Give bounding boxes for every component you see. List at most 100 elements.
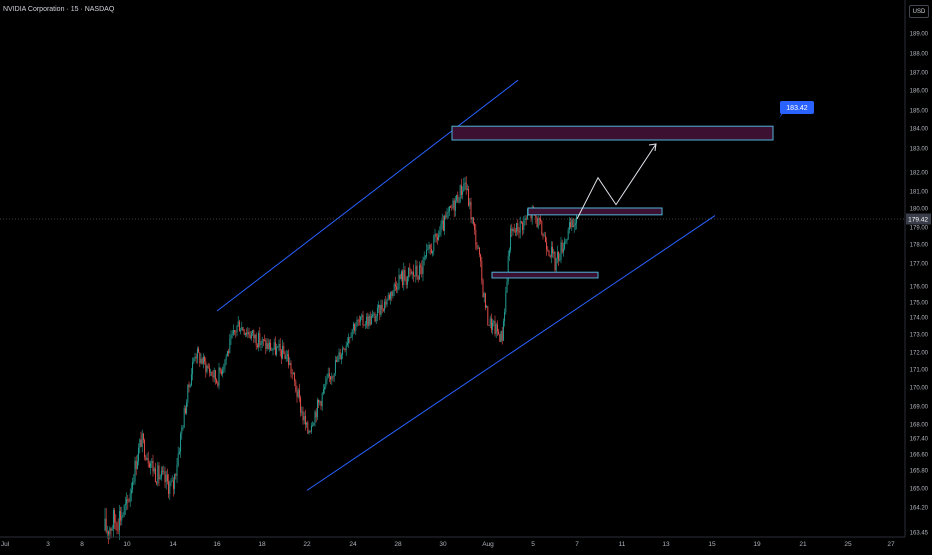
candle-body <box>134 460 136 482</box>
candle-body <box>448 206 450 212</box>
price-tick-label: 188.00 <box>910 52 929 58</box>
candle-body <box>488 325 490 326</box>
candle-body <box>304 415 306 425</box>
candle-body <box>178 451 180 454</box>
candle-body <box>153 468 155 472</box>
candle-body <box>536 217 538 228</box>
candle-body <box>229 339 231 353</box>
candle-body <box>565 240 567 242</box>
candle-body <box>460 185 462 195</box>
candle-body <box>159 477 161 480</box>
time-tick-label: 7 <box>575 541 579 548</box>
callout-box <box>780 101 814 114</box>
candle-body <box>303 415 305 421</box>
candle-body <box>318 399 320 403</box>
candle-body <box>217 382 219 386</box>
candle-body <box>315 411 317 418</box>
candle-body <box>542 234 544 237</box>
candle-body <box>145 457 147 460</box>
candle-body <box>284 353 286 359</box>
candle-body <box>568 222 570 230</box>
candle-body <box>554 251 556 271</box>
candle-body <box>268 342 270 349</box>
candle-body <box>193 358 195 363</box>
candle-body <box>547 249 549 251</box>
candle-body <box>511 228 513 232</box>
candle-body <box>373 313 375 315</box>
symbol-title[interactable]: NVIDIA Corporation · 15 · NASDAQ <box>3 6 115 13</box>
price-tick-label: 173.00 <box>910 333 929 339</box>
candle-body <box>574 223 576 225</box>
candle-body <box>423 257 425 261</box>
candle-body <box>136 461 138 469</box>
candle-body <box>525 218 527 220</box>
price-tick-label: 177.00 <box>910 262 929 268</box>
candle-body <box>570 222 572 228</box>
candle-body <box>294 373 296 382</box>
candle-body <box>325 380 327 388</box>
candle-body <box>544 235 546 243</box>
currency-button[interactable]: USD <box>909 5 929 18</box>
candle-body <box>458 201 460 203</box>
candle-body <box>314 411 316 424</box>
candle-body <box>181 427 183 434</box>
candle-body <box>456 194 458 201</box>
candle-body <box>207 365 209 369</box>
candle-body <box>424 256 426 258</box>
candle-body <box>312 425 314 427</box>
candle-body <box>295 381 297 392</box>
candle-body <box>291 373 293 375</box>
projection-path <box>576 143 657 220</box>
candle-body <box>519 221 521 233</box>
candle-body <box>265 340 267 349</box>
candle-body <box>343 348 345 350</box>
price-tick-label: 166.60 <box>910 453 929 459</box>
time-tick-label: 28 <box>394 541 402 548</box>
candle-body <box>116 523 118 531</box>
candle-body <box>567 229 569 239</box>
candle-body <box>194 356 196 359</box>
candle-body <box>378 305 380 309</box>
candle-body <box>499 334 501 342</box>
candle-body <box>276 347 278 355</box>
candle-body <box>232 330 234 335</box>
candle-body <box>435 233 437 238</box>
candle-body <box>513 229 515 232</box>
current-price-label: 179.42 <box>908 217 928 224</box>
candle-body <box>520 221 522 223</box>
time-tick-label: 25 <box>844 541 852 548</box>
candle-body <box>549 255 551 257</box>
candle-body <box>306 422 308 425</box>
candle-body <box>190 374 192 386</box>
candle-body <box>333 373 335 377</box>
candle-body <box>270 342 272 351</box>
candle-body <box>169 483 171 495</box>
candle-body <box>415 265 417 277</box>
candle-body <box>399 275 401 280</box>
candle-body <box>561 242 563 253</box>
candle-body <box>490 318 492 330</box>
candle-body <box>516 223 518 232</box>
candle-body <box>348 337 350 343</box>
candle-body <box>230 335 232 340</box>
candle-body <box>282 345 284 359</box>
candle-body <box>346 342 348 345</box>
candle-body <box>133 481 135 483</box>
candle-body <box>498 331 500 335</box>
candle-body <box>242 327 244 331</box>
candle-body <box>192 362 194 375</box>
candle-body <box>283 345 285 354</box>
candle-body <box>452 200 454 208</box>
candle-body <box>158 465 160 480</box>
candle-body <box>450 206 452 208</box>
time-tick-label: 18 <box>258 541 266 548</box>
candle-body <box>106 531 108 533</box>
candle-body <box>518 231 520 233</box>
candle-body <box>350 337 352 338</box>
candle-body <box>483 293 485 298</box>
candle-body <box>231 334 233 336</box>
candle-body <box>540 218 542 222</box>
price-tick-label: 185.00 <box>910 109 929 115</box>
